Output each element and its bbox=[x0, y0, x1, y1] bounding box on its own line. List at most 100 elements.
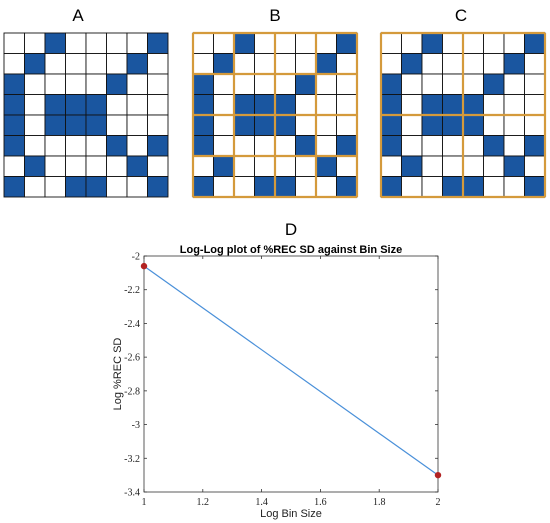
y-tick-label: -2.2 bbox=[124, 285, 140, 296]
grid-cell-filled bbox=[126, 53, 148, 75]
data-point bbox=[434, 471, 442, 479]
grid-cell-empty bbox=[213, 32, 235, 54]
grid-cell-filled bbox=[483, 73, 505, 95]
grid-cell-empty bbox=[483, 94, 505, 116]
grid-cell-filled bbox=[44, 94, 66, 116]
grid-cell-empty bbox=[295, 32, 317, 54]
grid-cell-filled bbox=[213, 53, 235, 75]
y-tick-label: -2.6 bbox=[124, 353, 140, 364]
grid-cell-filled bbox=[3, 73, 25, 95]
grid-cell-filled bbox=[421, 114, 443, 136]
grid-cell-filled bbox=[401, 53, 423, 75]
grid-cell-empty bbox=[380, 32, 402, 54]
grid-cell-empty bbox=[126, 135, 148, 157]
grid-cell-filled bbox=[421, 94, 443, 116]
grid-cell-empty bbox=[192, 155, 214, 177]
panel-label-d: D bbox=[285, 220, 297, 239]
grid-cell-empty bbox=[503, 135, 525, 157]
grid-cell-empty bbox=[503, 94, 525, 116]
grid-cell-empty bbox=[421, 135, 443, 157]
grid-cell-empty bbox=[315, 135, 337, 157]
grid-cell-empty bbox=[106, 114, 128, 136]
grid-cell-filled bbox=[462, 94, 484, 116]
grid-cell-empty bbox=[233, 53, 255, 75]
grid-cell-empty bbox=[524, 114, 546, 136]
grid-cell-filled bbox=[462, 176, 484, 198]
grid-cell-empty bbox=[106, 155, 128, 177]
grid-cell-filled bbox=[213, 155, 235, 177]
grid-cell-empty bbox=[524, 94, 546, 116]
grid-cell-empty bbox=[462, 73, 484, 95]
y-tick-label: -3.4 bbox=[124, 488, 140, 499]
grid-cell-empty bbox=[126, 32, 148, 54]
grid-cell-filled bbox=[295, 135, 317, 157]
grid-cell-filled bbox=[106, 135, 128, 157]
grid-panel-b bbox=[191, 31, 359, 199]
grid-cell-empty bbox=[24, 176, 46, 198]
grid-cell-empty bbox=[44, 176, 66, 198]
grid-cell-empty bbox=[126, 94, 148, 116]
grid-cell-empty bbox=[274, 53, 296, 75]
grid-cell-filled bbox=[442, 94, 464, 116]
grid-cell-empty bbox=[274, 73, 296, 95]
grid-cell-filled bbox=[503, 155, 525, 177]
grid-cell-filled bbox=[274, 176, 296, 198]
grid-cell-empty bbox=[315, 73, 337, 95]
grid-cell-empty bbox=[401, 94, 423, 116]
grid-panel-a bbox=[3, 32, 169, 198]
grid-cell-filled bbox=[442, 114, 464, 136]
grid-cell-empty bbox=[85, 73, 107, 95]
data-point bbox=[140, 262, 148, 270]
grid-cell-filled bbox=[254, 94, 276, 116]
grid-cell-empty bbox=[274, 32, 296, 54]
grid-cell-filled bbox=[380, 176, 402, 198]
grid-cell-filled bbox=[524, 176, 546, 198]
grid-cell-empty bbox=[336, 94, 358, 116]
grid-cell-empty bbox=[106, 53, 128, 75]
grid-cell-empty bbox=[421, 73, 443, 95]
grid-cell-empty bbox=[192, 53, 214, 75]
grid-cell-empty bbox=[233, 155, 255, 177]
grid-cell-filled bbox=[274, 94, 296, 116]
grid-cell-empty bbox=[442, 73, 464, 95]
grid-cell-empty bbox=[65, 73, 87, 95]
grid-cell-empty bbox=[295, 155, 317, 177]
grid-cell-empty bbox=[126, 73, 148, 95]
grid-cell-empty bbox=[254, 53, 276, 75]
grid-cell-empty bbox=[233, 135, 255, 157]
grid-cell-empty bbox=[462, 155, 484, 177]
y-tick-label: -3 bbox=[132, 420, 140, 431]
grid-cell-filled bbox=[44, 32, 66, 54]
grid-cell-empty bbox=[147, 94, 169, 116]
grid-cell-filled bbox=[233, 94, 255, 116]
grid-cell-filled bbox=[336, 135, 358, 157]
grid-cell-filled bbox=[336, 176, 358, 198]
grid-cell-filled bbox=[85, 114, 107, 136]
grid-cell-empty bbox=[85, 32, 107, 54]
grid-cell-empty bbox=[401, 135, 423, 157]
grid-cell-empty bbox=[24, 73, 46, 95]
grid-cell-filled bbox=[336, 32, 358, 54]
grid-cell-empty bbox=[44, 155, 66, 177]
grid-cell-filled bbox=[24, 155, 46, 177]
grid-cell-filled bbox=[524, 135, 546, 157]
x-tick-label: 1.4 bbox=[255, 497, 268, 508]
grid-cell-empty bbox=[315, 114, 337, 136]
grid-cell-filled bbox=[147, 32, 169, 54]
grid-cell-empty bbox=[401, 73, 423, 95]
grid-cell-filled bbox=[147, 176, 169, 198]
grid-cell-empty bbox=[24, 94, 46, 116]
grid-cell-empty bbox=[147, 155, 169, 177]
grid-cell-empty bbox=[3, 32, 25, 54]
grid-cell-filled bbox=[147, 135, 169, 157]
panel-label-c: C bbox=[455, 6, 467, 25]
grid-cell-empty bbox=[85, 135, 107, 157]
grid-cell-empty bbox=[380, 53, 402, 75]
grid-cell-filled bbox=[315, 53, 337, 75]
grid-cell-empty bbox=[524, 53, 546, 75]
grid-cell-empty bbox=[503, 176, 525, 198]
grid-cell-filled bbox=[380, 73, 402, 95]
y-tick-label: -2 bbox=[132, 252, 140, 263]
grid-cell-filled bbox=[380, 114, 402, 136]
